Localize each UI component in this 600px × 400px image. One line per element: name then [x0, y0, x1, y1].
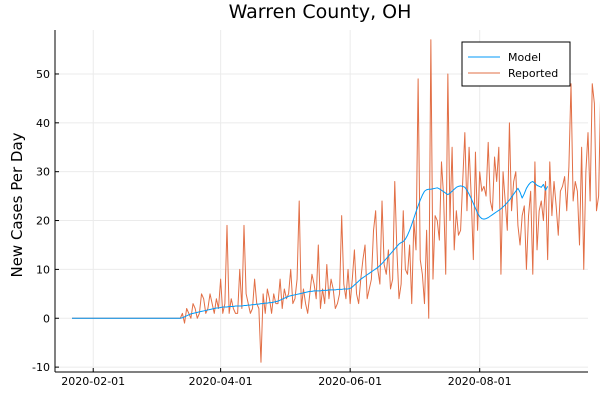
y-tick-label: 20: [36, 215, 50, 228]
y-tick-label: 0: [43, 312, 50, 325]
y-tick-label: 10: [36, 263, 50, 276]
axes: [54, 30, 588, 373]
y-axis-title: New Cases Per Day: [8, 132, 26, 277]
chart-title: Warren County, OH: [229, 1, 412, 23]
x-tick-label: 2020-04-01: [189, 375, 253, 388]
y-tick-label: 50: [36, 68, 50, 81]
y-tick-label: 30: [36, 166, 50, 179]
legend-model-label: Model: [508, 51, 541, 64]
x-tick-label: 2020-02-01: [61, 375, 125, 388]
y-tick-label: -10: [32, 361, 50, 374]
series-line-model: [71, 180, 549, 319]
series-layer: [71, 39, 600, 363]
tick-labels: -10 0 10 20 30 40 50 2020-02-01 2020-04-01 2020-0…: [32, 68, 512, 388]
legend-box: [461, 41, 571, 87]
y-tick-label: 40: [36, 117, 50, 130]
x-tick-label: 2020-06-01: [318, 375, 382, 388]
legend-reported-label: Reported: [508, 67, 558, 80]
legend: Model Reported: [461, 41, 571, 87]
x-tick-label: 2020-08-01: [448, 375, 512, 388]
grid: [55, 30, 588, 372]
